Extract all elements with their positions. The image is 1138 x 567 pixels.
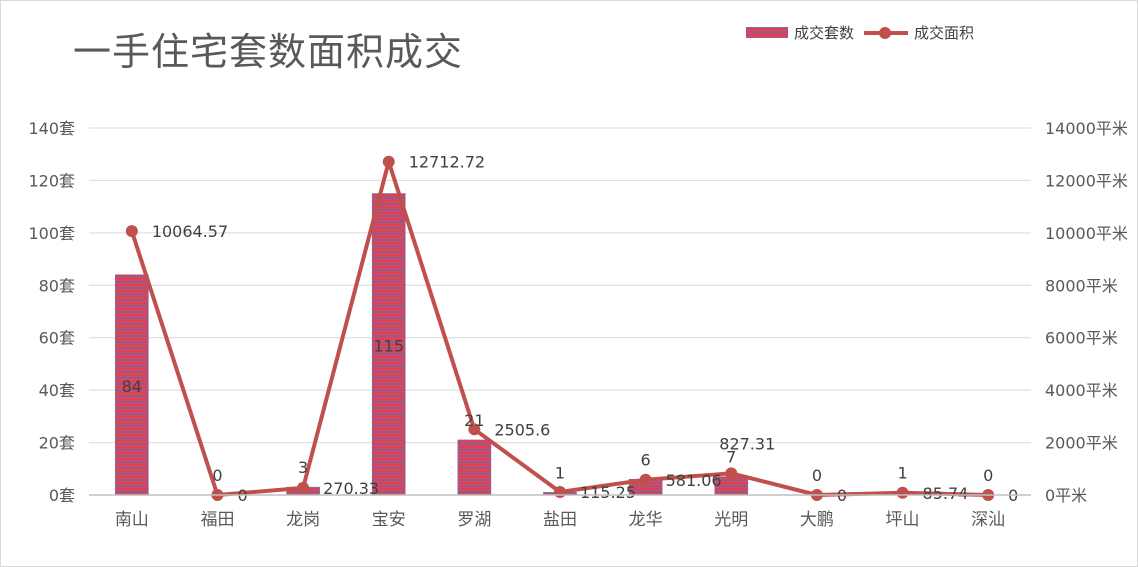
line-point [725, 467, 738, 480]
bar-data-label: 1 [897, 463, 907, 482]
line-layer [125, 155, 995, 501]
y-right-tick-label: 8000平米 [1045, 276, 1118, 295]
x-tick-label: 盐田 [543, 510, 577, 530]
chart-title: 一手住宅套数面积成交 [73, 30, 464, 74]
bar [115, 274, 149, 496]
bar-data-label: 84 [122, 377, 142, 396]
bar [457, 439, 492, 496]
bar-data-label: 115 [373, 336, 404, 355]
legend-label-line-series: 成交面积 [914, 24, 975, 42]
bar-data-label: 0 [983, 466, 993, 485]
x-tick-label: 大鹏 [800, 510, 834, 530]
bar-layer [115, 193, 920, 496]
y-right-tick-label: 0平米 [1045, 486, 1087, 505]
x-tick-label: 坪山 [886, 510, 920, 530]
line-data-label: 270.33 [323, 479, 379, 498]
line-data-label: 115.25 [580, 483, 636, 502]
line-point [125, 225, 138, 238]
line-data-label: 827.31 [719, 434, 775, 453]
line-data-label: 12712.72 [409, 153, 485, 172]
y-left-tick-label: 60套 [39, 329, 75, 348]
x-tick-label: 光明 [714, 510, 748, 530]
line-point [382, 155, 395, 168]
y-left-tick-label: 100套 [28, 224, 75, 243]
bar-data-label: 0 [812, 466, 822, 485]
line-point [896, 486, 909, 499]
y-left-tick-label: 0套 [49, 486, 75, 505]
x-tick-label: 龙岗 [286, 510, 320, 530]
chart-legend: 成交套数 成交面积 [746, 22, 984, 43]
y-left-tick-label: 140套 [28, 119, 75, 138]
x-tick-label: 福田 [200, 510, 234, 530]
legend-label-bar-series: 成交套数 [794, 24, 855, 42]
y-right-tick-label: 12000平米 [1045, 171, 1128, 190]
y-right-tick-label: 10000平米 [1045, 224, 1128, 243]
legend-swatch-line [864, 26, 909, 40]
legend-swatch-bar [746, 27, 788, 38]
x-tick-label: 龙华 [629, 510, 663, 530]
axis-layer: 0套 20套 40套 60套 80套 100套 120套 140套 0平米 2000平米 4000平… [28, 119, 1127, 530]
legend-item-bar-series: 成交套数 [746, 22, 854, 43]
line-data-label: 581.06 [666, 471, 722, 490]
y-left-tick-label: 40套 [39, 381, 75, 400]
x-tick-label: 南山 [115, 510, 149, 530]
x-tick-label: 深汕 [971, 510, 1005, 530]
bar-data-label: 6 [641, 450, 651, 469]
line-data-label: 10064.57 [152, 222, 228, 241]
bar-data-label: 1 [555, 463, 565, 482]
bar-data-label: 7 [726, 448, 736, 467]
line-data-label: 85.74 [923, 484, 969, 503]
series-line [129, 159, 989, 497]
line-data-label: 2505.6 [494, 420, 550, 439]
bar-data-label: 0 [212, 466, 222, 485]
bar-data-label: 21 [464, 411, 484, 430]
line-point [297, 481, 310, 494]
line-point [639, 473, 652, 486]
bar [371, 193, 406, 496]
grid-layer [89, 127, 1031, 444]
bar-data-label: 3 [298, 458, 308, 477]
y-left-tick-label: 120套 [28, 171, 75, 190]
x-tick-label: 宝安 [372, 510, 406, 530]
x-tick-label: 罗湖 [457, 510, 491, 530]
y-left-tick-label: 20套 [39, 434, 75, 453]
line-point [468, 423, 481, 436]
y-left-tick-label: 80套 [39, 276, 75, 295]
legend-item-line-series: 成交面积 [864, 22, 974, 43]
y-right-tick-label: 4000平米 [1045, 381, 1118, 400]
line-point [554, 485, 566, 498]
y-right-tick-label: 14000平米 [1045, 119, 1128, 138]
y-right-tick-label: 2000平米 [1045, 434, 1118, 453]
y-right-tick-label: 6000平米 [1045, 329, 1118, 348]
